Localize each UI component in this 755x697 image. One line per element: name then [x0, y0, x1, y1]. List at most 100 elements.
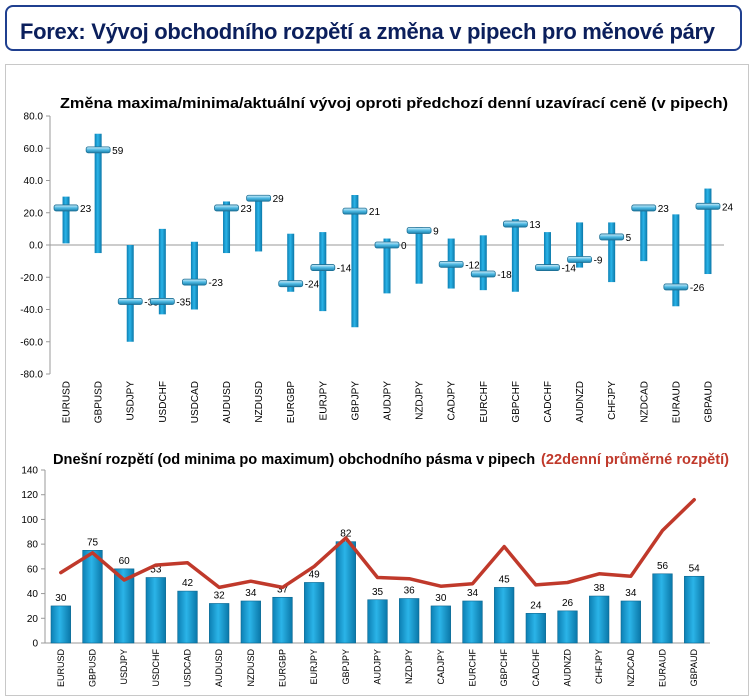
range-bar-column [684, 575, 705, 644]
bar-chart-title-avg: (22denní průměrné rozpětí) [541, 451, 729, 468]
bar-x-tick-label: NZDJPY [404, 649, 414, 684]
bar-chart: Dnešní rozpětí (od minima po maximum) ob… [21, 451, 729, 687]
range-x-tick-label: USDCAD [190, 381, 201, 423]
current-value-label: 23 [241, 204, 253, 215]
current-marker [663, 283, 689, 291]
current-marker [438, 260, 464, 268]
bar-x-tick-label: EURGBP [278, 649, 288, 687]
current-marker [149, 298, 175, 305]
range-x-tick-label: EURGBP [286, 381, 297, 424]
range-y-tick-label: -20.0 [20, 273, 43, 284]
range-bar-column [652, 573, 673, 644]
current-marker [182, 278, 207, 286]
bar-y-tick-label: 80 [27, 540, 39, 551]
range-bar [223, 201, 231, 254]
bar-y-tick-label: 0 [32, 639, 38, 650]
range-bar-column [399, 598, 420, 644]
range-x-tick-label: USDJPY [126, 381, 137, 421]
bar-y-tick-label: 20 [27, 614, 39, 625]
range-x-tick-label: NZDJPY [415, 381, 426, 420]
current-value-label: 24 [722, 202, 734, 213]
range-bar [287, 233, 295, 292]
current-value-label: 13 [529, 220, 541, 231]
range-bar-column [240, 600, 261, 644]
bar-y-tick-label: 100 [21, 515, 38, 526]
bar-value-label: 54 [689, 563, 701, 574]
range-chart-title: Změna maxima/minima/aktuální vývoj oprot… [60, 95, 728, 112]
bar-x-tick-label: CADJPY [436, 649, 446, 685]
current-value-label: -18 [497, 270, 512, 281]
current-value-label: -9 [594, 256, 603, 267]
range-y-tick-label: 40.0 [24, 176, 44, 187]
range-bar-column [430, 605, 451, 644]
range-bar [479, 235, 487, 291]
current-marker [342, 207, 368, 215]
bar-y-tick-label: 140 [21, 466, 38, 477]
current-value-label: 5 [626, 233, 632, 244]
range-bar [608, 222, 616, 283]
range-bar-column [557, 610, 578, 644]
current-marker [567, 256, 592, 263]
range-bar [576, 222, 584, 268]
bar-x-tick-label: CHFJPY [594, 649, 604, 684]
current-marker [374, 241, 400, 249]
range-x-tick-label: EURJPY [318, 381, 329, 421]
range-y-tick-label: -60.0 [20, 337, 43, 348]
range-bar-column [177, 590, 198, 644]
page-title: Forex: Vývoj obchodního rozpětí a změna … [20, 19, 715, 44]
current-value-label: 0 [401, 241, 407, 252]
range-bar-column [304, 582, 325, 644]
current-value-label: -23 [208, 278, 223, 289]
bar-x-tick-label: EURJPY [309, 649, 319, 685]
current-value-label: -26 [690, 283, 705, 294]
bar-value-label: 53 [150, 565, 162, 576]
bar-value-label: 56 [657, 561, 669, 572]
bar-x-tick-label: CADCHF [531, 648, 541, 686]
range-bar-column [82, 550, 103, 644]
range-x-tick-label: NZDUSD [254, 381, 265, 423]
range-bar-column [589, 595, 610, 644]
bar-chart-title: Dnešní rozpětí (od minima po maximum) ob… [53, 451, 535, 468]
range-x-tick-label: CHFJPY [607, 381, 618, 420]
current-marker [502, 220, 528, 228]
current-value-label: -24 [305, 280, 320, 291]
current-marker [85, 146, 111, 154]
bar-x-tick-label: USDJPY [119, 649, 129, 685]
bar-y-tick-label: 60 [27, 564, 39, 575]
current-marker [599, 233, 625, 241]
current-marker [246, 194, 272, 202]
range-bar-column [145, 577, 166, 644]
range-bar-column [50, 605, 71, 644]
bar-x-tick-label: GBPCHF [499, 649, 509, 687]
range-x-tick-label: EURUSD [62, 381, 73, 423]
range-bar-column [114, 568, 135, 644]
bar-value-label: 35 [372, 587, 384, 598]
range-bar-column [494, 587, 515, 644]
current-marker [53, 204, 79, 212]
range-bar [543, 232, 551, 271]
range-x-tick-label: EURAUD [671, 381, 682, 423]
range-x-tick-label: AUDUSD [222, 381, 233, 423]
range-bar [255, 196, 263, 252]
range-bar [190, 241, 198, 310]
range-y-tick-label: 60.0 [24, 144, 44, 155]
current-marker [406, 227, 432, 234]
current-marker [535, 264, 560, 271]
bar-chart-title-line: Dnešní rozpětí (od minima po maximum) ob… [53, 451, 729, 468]
bar-x-tick-label: EURAUD [658, 649, 668, 688]
bar-value-label: 60 [119, 556, 131, 567]
bar-x-tick-label: GBPJPY [341, 649, 351, 685]
current-value-label: 23 [658, 204, 670, 215]
range-x-tick-label: USDCHF [158, 381, 169, 423]
range-y-tick-label: -80.0 [20, 370, 43, 381]
current-value-label: -35 [176, 297, 191, 308]
bar-y-tick-label: 40 [27, 589, 39, 600]
range-x-tick-label: GBPJPY [350, 381, 361, 421]
bar-x-tick-label: AUDNZD [563, 649, 573, 687]
average-range-line [59, 497, 696, 590]
current-value-label: 59 [112, 146, 124, 157]
range-bar-column [209, 603, 230, 644]
current-value-label: 21 [369, 207, 381, 218]
header-box: Forex: Vývoj obchodního rozpětí a změna … [5, 5, 742, 51]
